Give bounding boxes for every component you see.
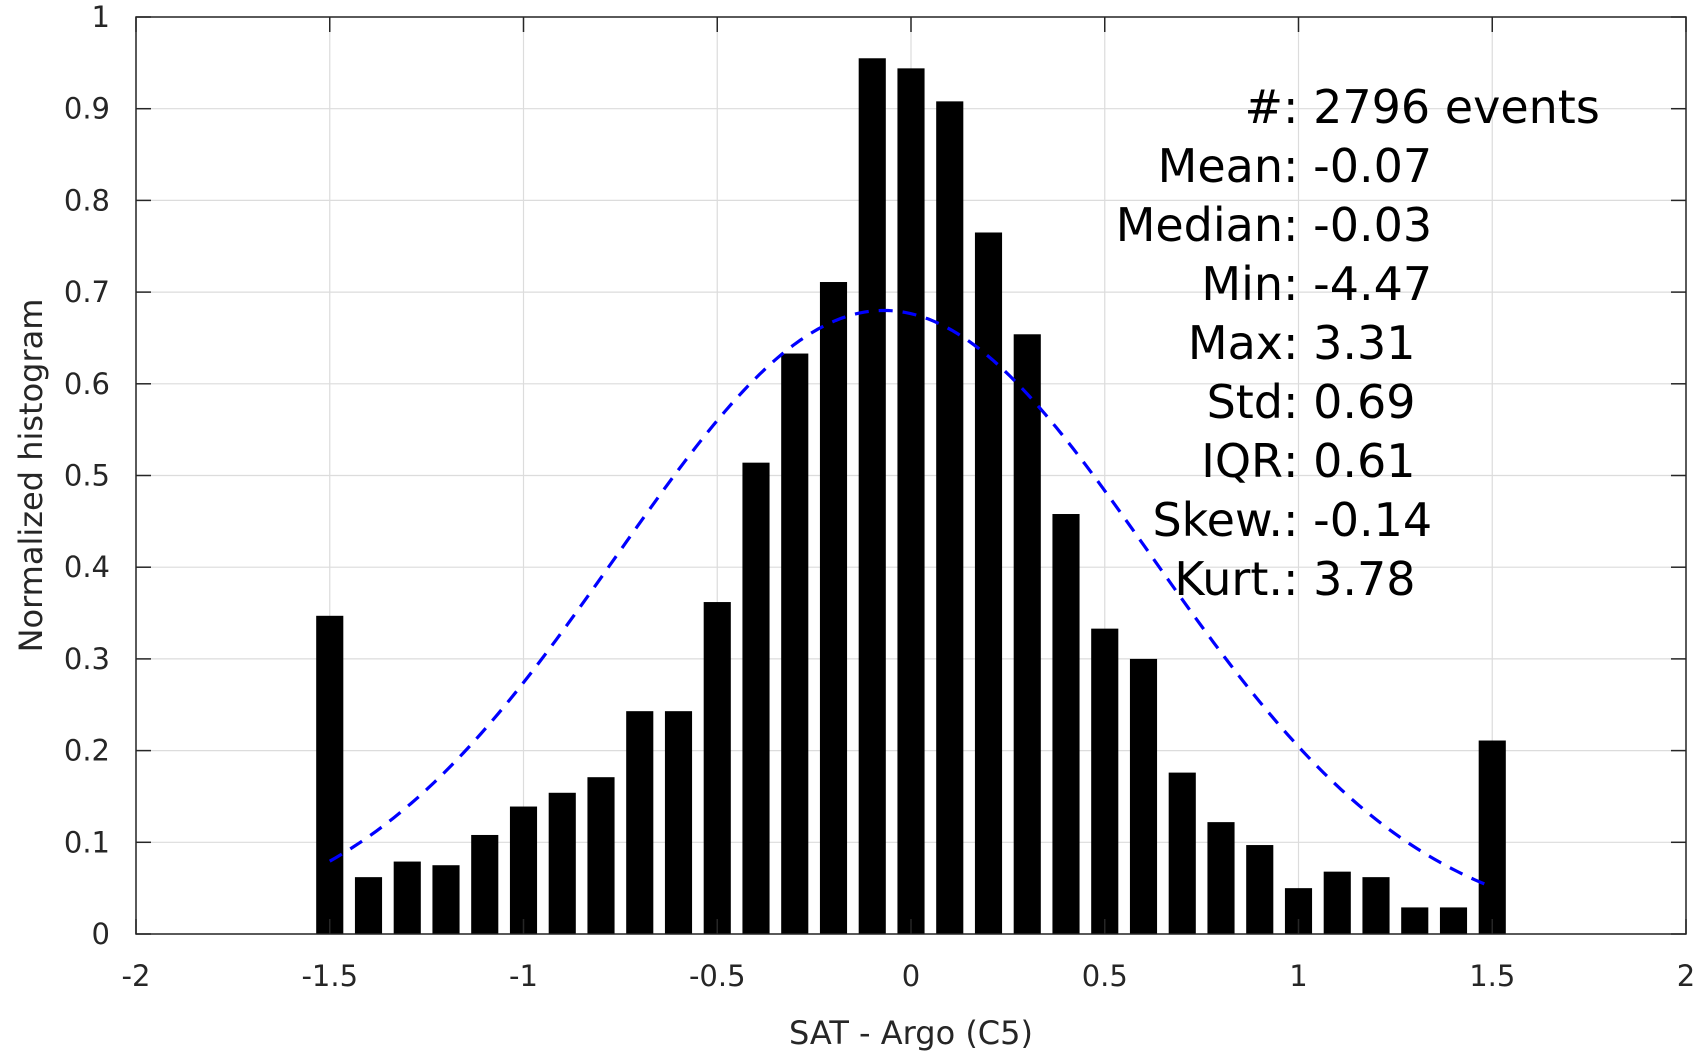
histogram-bar (1091, 628, 1119, 934)
x-tick-label: 1 (1289, 959, 1307, 993)
histogram-bar (471, 834, 499, 934)
histogram-bar (1129, 658, 1158, 934)
stat-value: : 2796 events (1283, 80, 1600, 134)
histogram-bar (587, 777, 615, 934)
histogram-bar (393, 861, 421, 934)
stat-label: Kurt. (1174, 552, 1283, 606)
x-tick-label: -1 (509, 959, 538, 993)
y-tick-label: 1 (92, 0, 110, 34)
x-tick-label: 1.5 (1469, 959, 1515, 993)
stat-value: : -0.07 (1283, 139, 1432, 193)
stat-label: Median (1116, 198, 1283, 252)
y-tick-label: 0.3 (64, 642, 110, 676)
histogram-bar (1246, 845, 1274, 934)
y-tick-label: 0.8 (64, 183, 110, 217)
y-tick-label: 0.6 (64, 367, 110, 401)
y-tick-label: 0.5 (64, 459, 110, 493)
histogram-bars (316, 58, 1506, 935)
y-tick-label: 0.4 (64, 550, 110, 584)
x-tick-label: -0.5 (689, 959, 746, 993)
histogram-bar (548, 792, 576, 934)
stat-value: : 3.78 (1283, 552, 1416, 606)
histogram-bar (1013, 334, 1041, 935)
y-tick-label: 0.7 (64, 275, 110, 309)
stat-label: Min (1201, 257, 1283, 311)
x-tick-label: -2 (122, 959, 151, 993)
stat-label: IQR (1201, 434, 1283, 488)
histogram-bar (1168, 772, 1196, 934)
histogram-bar (432, 865, 460, 934)
histogram-bar (1207, 822, 1235, 934)
histogram-bar (1478, 740, 1506, 934)
y-tick-label: 0.2 (64, 734, 110, 768)
histogram-bar (703, 602, 731, 934)
stat-label: Skew. (1152, 493, 1283, 547)
y-tick-label: 0.1 (64, 825, 110, 859)
histogram-bar (742, 462, 770, 934)
histogram-bar (936, 101, 964, 934)
histogram-bar (1362, 877, 1390, 934)
histogram-bar (664, 711, 693, 934)
stat-value: : 0.69 (1283, 375, 1416, 429)
y-tick-labels: 0 0.1 0.2 0.3 0.4 0.5 0.6 0.7 0.8 0.9 1 (64, 0, 110, 951)
x-tick-label: 0 (902, 959, 920, 993)
stat-value: : 3.31 (1283, 316, 1416, 370)
stat-label: # (1244, 80, 1283, 134)
stat-value: : -0.03 (1283, 198, 1432, 252)
stat-label: Mean (1158, 139, 1283, 193)
y-tick-label: 0.9 (64, 92, 110, 126)
histogram-bar (1439, 907, 1468, 934)
y-tick-label: 0 (92, 917, 110, 951)
normal-fit-curve (328, 308, 1493, 889)
histogram-bar (316, 615, 344, 934)
x-tick-labels: -2 -1.5 -1 -0.5 0 0.5 1 1.5 2 (122, 959, 1696, 993)
histogram-bar (781, 353, 809, 934)
x-tick-label: 2 (1677, 959, 1695, 993)
stat-value: : -0.14 (1283, 493, 1432, 547)
stat-label: Max (1188, 316, 1283, 370)
histogram-bar (858, 58, 886, 934)
x-axis-title: SAT - Argo (C5) (789, 1014, 1033, 1052)
histogram-bar (897, 68, 925, 935)
stat-value: : -4.47 (1283, 257, 1432, 311)
histogram-bar (509, 806, 538, 934)
stat-label: Std (1207, 375, 1283, 429)
stat-value: : 0.61 (1283, 434, 1416, 488)
axis-ticks (135, 16, 1687, 935)
x-tick-label: -1.5 (301, 959, 358, 993)
histogram-bar (819, 282, 848, 934)
histogram-bar (974, 232, 1003, 934)
histogram-bar (1052, 514, 1080, 934)
x-tick-label: 0.5 (1082, 959, 1128, 993)
histogram-bar (1323, 871, 1351, 934)
histogram-bar (1401, 907, 1429, 934)
histogram-bar (626, 711, 654, 934)
y-axis-title: Normalized histogram (12, 299, 50, 653)
histogram-bar (354, 877, 383, 934)
